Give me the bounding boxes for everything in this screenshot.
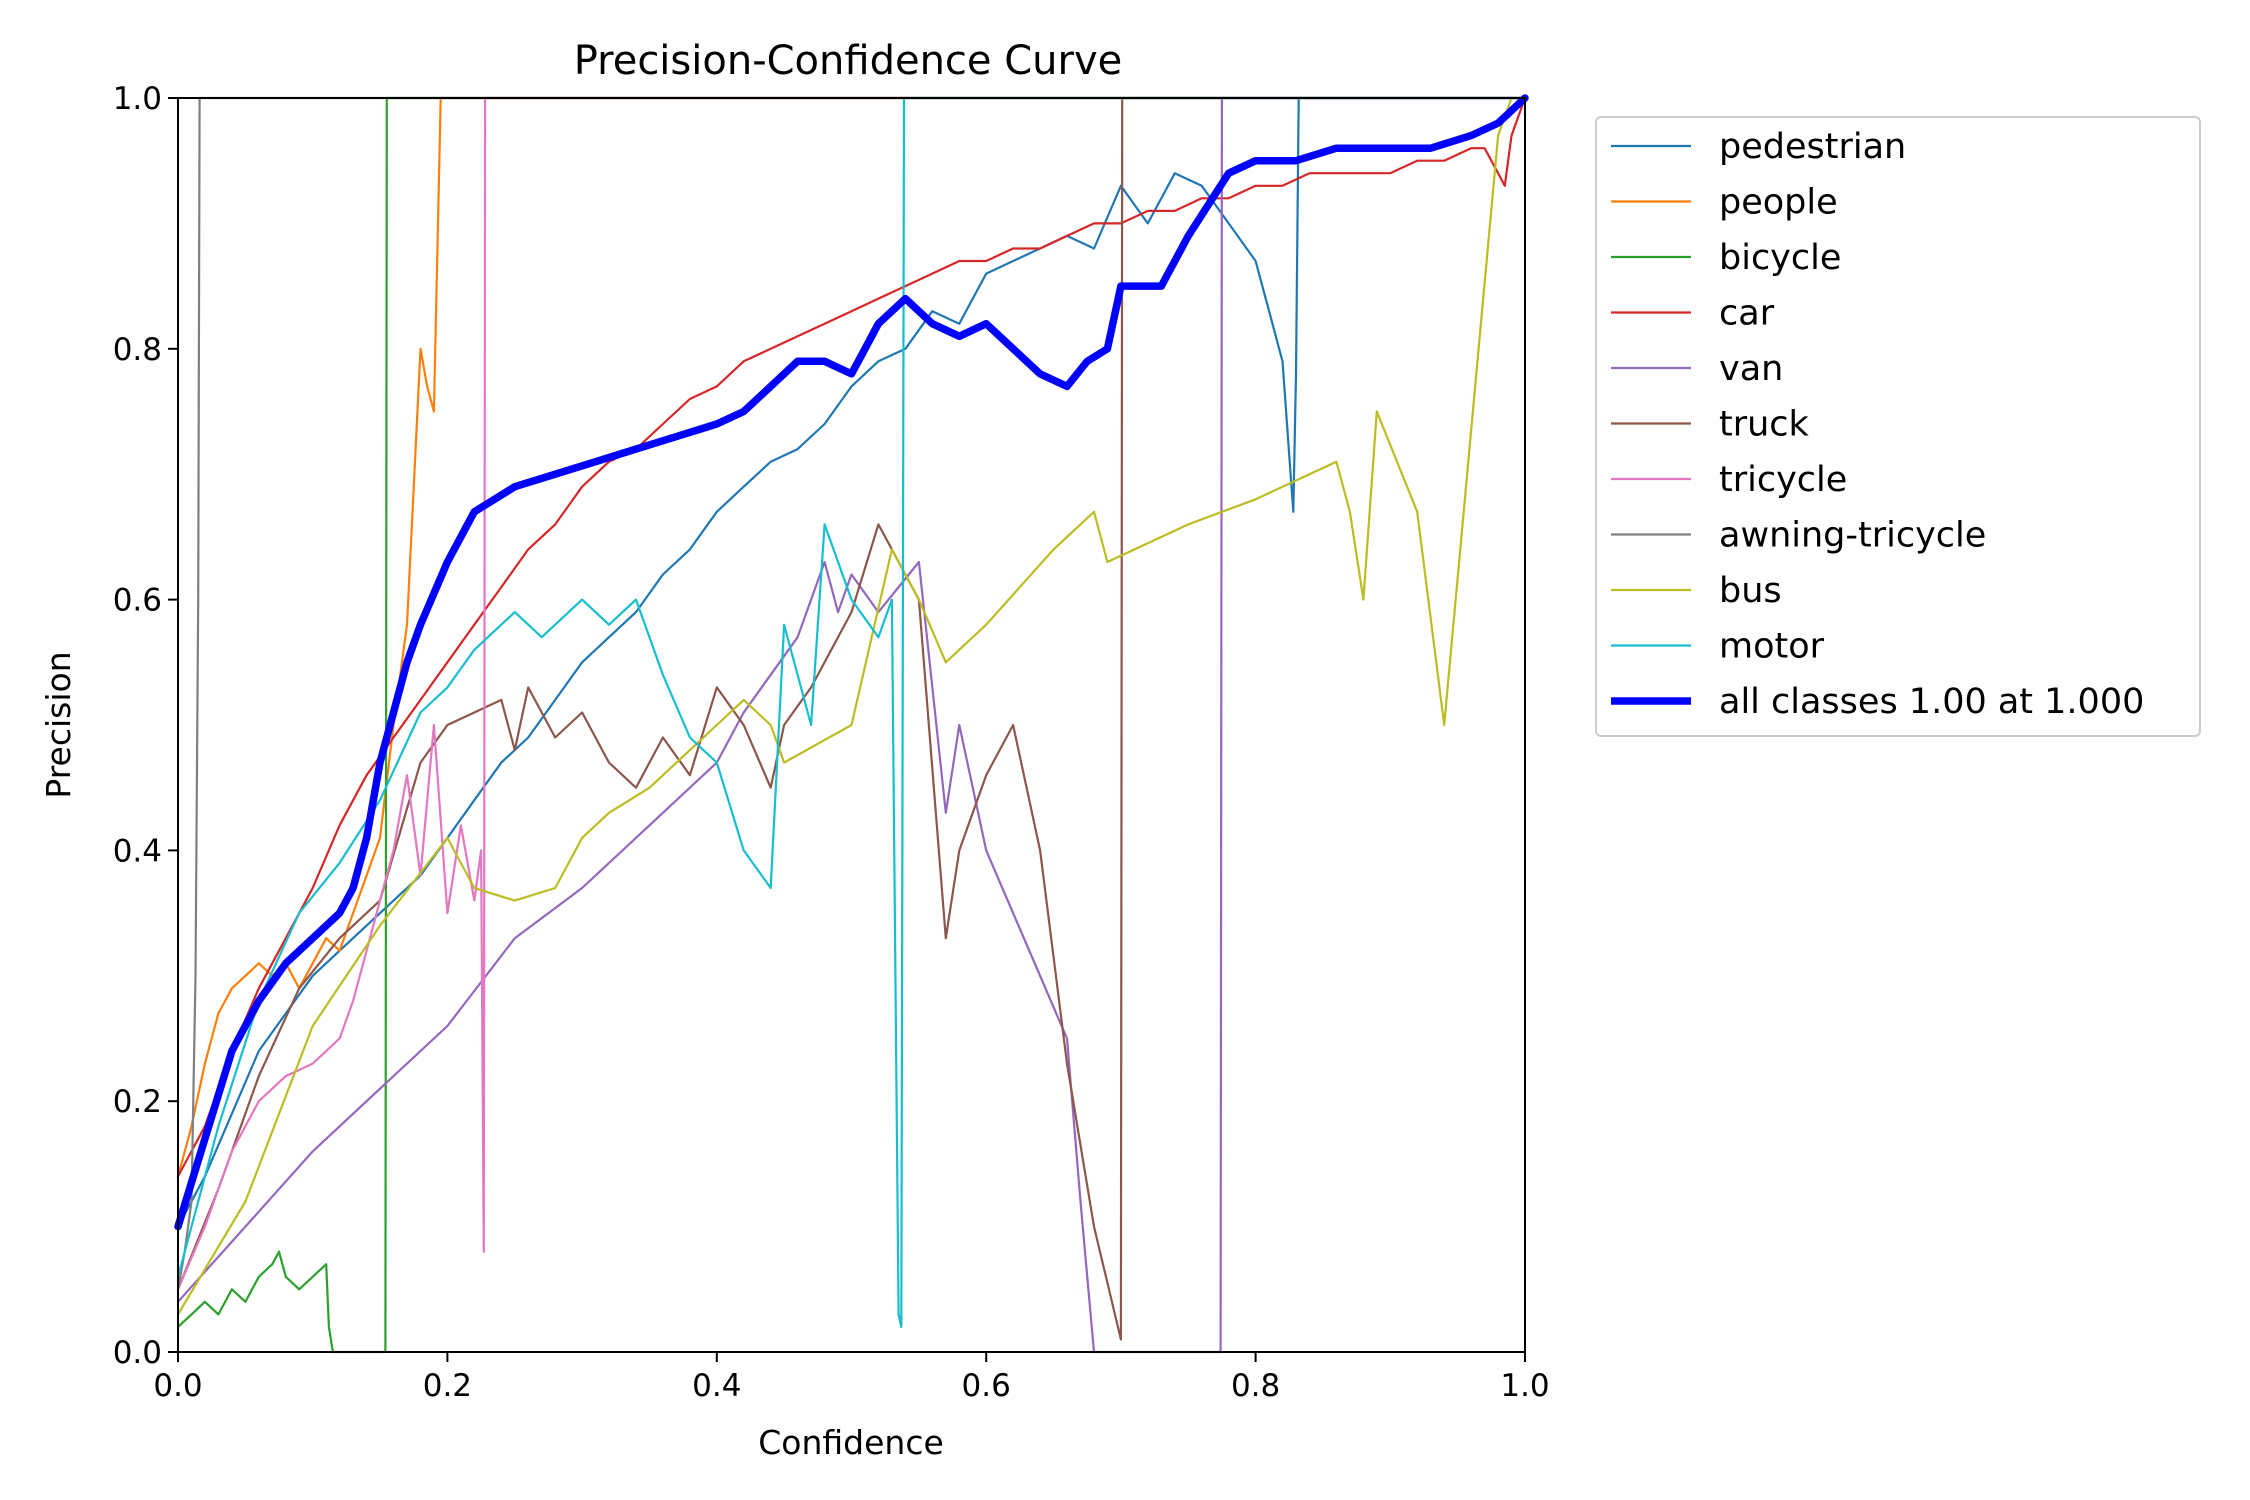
legend-label-bus: bus xyxy=(1719,571,1782,611)
y-axis-ticks: 0.0 0.2 0.4 0.6 0.8 1.0 xyxy=(113,81,178,1371)
x-tick-label: 0.4 xyxy=(692,1368,741,1404)
x-tick-label: 1.0 xyxy=(1500,1368,1549,1404)
series-line-all-classes-1-00-at-1-000 xyxy=(174,94,1529,1231)
series-lines xyxy=(174,94,1529,1354)
x-tick-label: 0.0 xyxy=(153,1368,202,1404)
x-tick-label: 0.2 xyxy=(423,1368,472,1404)
y-tick-label: 0.6 xyxy=(113,583,162,619)
series-line-car xyxy=(176,96,1527,1178)
series-line-people xyxy=(176,96,1527,1178)
y-axis-label: Precision xyxy=(39,651,78,798)
legend-label-pedestrian: pedestrian xyxy=(1719,127,1906,167)
series-line-tricycle xyxy=(176,96,1527,1291)
legend-label-motor: motor xyxy=(1719,627,1825,667)
y-tick-label: 0.4 xyxy=(113,833,162,869)
legend-label-tricycle: tricycle xyxy=(1719,460,1847,500)
legend-label-bicycle: bicycle xyxy=(1719,238,1841,278)
series-line-bus xyxy=(176,96,1527,1316)
plot-area xyxy=(174,94,1529,1354)
y-tick-label: 1.0 xyxy=(113,81,162,117)
legend-box xyxy=(1595,116,2201,737)
series-line-truck xyxy=(176,96,1527,1341)
x-tick-label: 0.6 xyxy=(962,1368,1011,1404)
chart-title: Precision-Confidence Curve xyxy=(574,38,1123,84)
y-tick-label: 0.0 xyxy=(113,1335,162,1371)
x-axis-ticks: 0.0 0.2 0.4 0.6 0.8 1.0 xyxy=(153,1352,1550,1404)
axes-frame xyxy=(177,97,1526,1353)
x-tick-label: 0.8 xyxy=(1231,1368,1280,1404)
legend: pedestrian people bicycle car van truck tricyc… xyxy=(1595,116,2201,737)
legend-label-people: people xyxy=(1719,183,1838,223)
series-line-pedestrian xyxy=(176,96,1527,1228)
series-line-motor xyxy=(176,96,1527,1329)
series-line-awning-tricycle xyxy=(176,96,1527,1291)
legend-label-car: car xyxy=(1719,294,1775,334)
legend-items: pedestrian people bicycle car van truck tricyc… xyxy=(1611,127,2144,722)
legend-label-van: van xyxy=(1719,349,1783,389)
legend-label-all-classes-1-00-at-1-000: all classes 1.00 at 1.000 xyxy=(1719,682,2144,722)
legend-label-awning-tricycle: awning-tricycle xyxy=(1719,516,1986,556)
legend-label-truck: truck xyxy=(1719,405,1810,445)
x-axis-label: Confidence xyxy=(758,1423,944,1462)
y-tick-label: 0.8 xyxy=(113,332,162,368)
y-tick-label: 0.2 xyxy=(113,1084,162,1120)
